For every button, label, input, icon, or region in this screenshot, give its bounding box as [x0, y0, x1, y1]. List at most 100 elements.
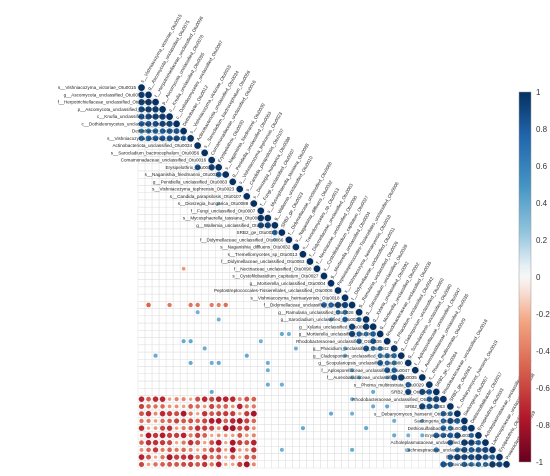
- grid-cell: [243, 293, 251, 302]
- correlation-dot: [447, 425, 453, 431]
- grid-cell: [243, 388, 251, 396]
- grid-cell: [144, 351, 153, 360]
- row-label: c__Knufia_unclassified_Otu0055: [97, 114, 165, 119]
- grid-cell: [137, 388, 146, 396]
- correlation-dot: [420, 418, 425, 423]
- correlation-dot: [257, 214, 265, 222]
- correlation-dot: [244, 418, 250, 424]
- correlation-dot: [195, 404, 200, 409]
- grid-cell: [186, 388, 195, 396]
- grid-cell: [376, 417, 384, 425]
- grid-cell: [411, 431, 419, 440]
- grid-cell: [165, 359, 174, 367]
- row-label: s__Sarocladium_bactrocephalum_Otu0056: [111, 150, 200, 155]
- grid-cell: [334, 460, 342, 469]
- correlation-dot: [180, 127, 187, 135]
- grid-cell: [278, 402, 286, 411]
- correlation-dot: [180, 410, 187, 417]
- grid-cell: [313, 409, 321, 418]
- correlation-dot: [300, 426, 306, 431]
- correlation-dot: [188, 411, 193, 416]
- row-label: Erysipelothrix_Otu0060: [446, 455, 494, 460]
- row-label: f__Didymellaceae_unclassified_Otu0066: [200, 237, 284, 242]
- grid-cell: [186, 330, 195, 338]
- correlation-dot: [209, 440, 215, 446]
- correlation-dot: [195, 432, 201, 439]
- grid-cell: [376, 431, 384, 440]
- grid-cell: [355, 424, 363, 432]
- grid-cell: [200, 286, 209, 295]
- grid-cell: [186, 279, 195, 288]
- grid-cell: [172, 366, 181, 375]
- correlation-dot: [411, 366, 419, 374]
- grid-cell: [306, 380, 314, 389]
- grid-cell: [229, 293, 237, 302]
- correlation-dot: [153, 411, 158, 416]
- correlation-dot: [341, 301, 349, 309]
- grid-cell: [390, 424, 398, 432]
- grid-cell: [355, 388, 363, 396]
- grid-cell: [186, 322, 195, 331]
- grid-cell: [137, 301, 146, 309]
- grid-cell: [334, 395, 342, 403]
- correlation-dot: [370, 345, 376, 352]
- grid-cell: [299, 366, 307, 375]
- correlation-dot: [271, 221, 279, 229]
- row-label: Rhodobacteraceae_unclassified_Otu0035: [296, 339, 382, 344]
- grid-cell: [362, 453, 370, 461]
- grid-cell: [250, 322, 258, 331]
- grid-cell: [369, 417, 377, 425]
- grid-cell: [390, 460, 398, 469]
- grid-cell: [186, 351, 195, 360]
- grid-cell: [137, 221, 146, 230]
- correlation-dot: [313, 265, 321, 273]
- grid-cell: [292, 351, 300, 360]
- correlation-dot: [145, 106, 152, 113]
- grid-cell: [151, 388, 160, 396]
- grid-cell: [271, 380, 279, 389]
- grid-cell: [144, 279, 153, 288]
- correlation-dot: [167, 418, 172, 424]
- grid-cell: [257, 453, 265, 461]
- grid-cell: [179, 388, 188, 396]
- correlation-dot: [482, 446, 489, 453]
- grid-cell: [432, 453, 441, 461]
- grid-cell: [306, 431, 314, 440]
- colorbar-tick-label: 0: [536, 273, 541, 282]
- grid-cell: [186, 264, 195, 273]
- grid-cell: [172, 380, 181, 389]
- grid-cell: [158, 344, 167, 353]
- correlation-dot: [215, 417, 222, 424]
- grid-cell: [236, 279, 244, 288]
- correlation-dot: [159, 128, 166, 134]
- correlation-dot: [195, 461, 201, 467]
- grid-cell: [207, 279, 216, 288]
- correlation-dot: [250, 439, 257, 446]
- grid-cell: [243, 330, 251, 338]
- row-label: s__Candida_parapsilosis_Otu0107: [170, 194, 242, 199]
- grid-cell: [292, 438, 300, 447]
- correlation-dot: [188, 425, 193, 431]
- grid-cell: [236, 337, 244, 346]
- correlation-dot: [461, 439, 468, 446]
- row-label: f__Didymellaceae_unclassified_Otu0011: [264, 303, 347, 308]
- row-label: s__Vishniacozyma_heimaeyensis_Otu0018: [251, 295, 340, 300]
- grid-cell: [158, 199, 167, 208]
- grid-cell: [369, 446, 377, 454]
- grid-cell: [193, 344, 202, 353]
- grid-cell: [299, 409, 307, 418]
- correlation-dot: [257, 222, 264, 229]
- grid-cell: [151, 286, 160, 295]
- correlation-dot: [350, 397, 355, 402]
- row-label: g__Ascomycota_unclassified_Otu0075: [64, 92, 144, 97]
- correlation-dot: [202, 433, 208, 438]
- grid-cell: [165, 264, 174, 273]
- grid-cell: [285, 409, 293, 418]
- correlation-dot: [187, 439, 194, 446]
- grid-cell: [158, 257, 167, 266]
- grid-cell: [151, 293, 160, 302]
- correlation-dot: [146, 426, 151, 430]
- correlation-dot: [145, 432, 152, 439]
- grid-cell: [257, 344, 265, 353]
- correlation-dot: [195, 310, 200, 315]
